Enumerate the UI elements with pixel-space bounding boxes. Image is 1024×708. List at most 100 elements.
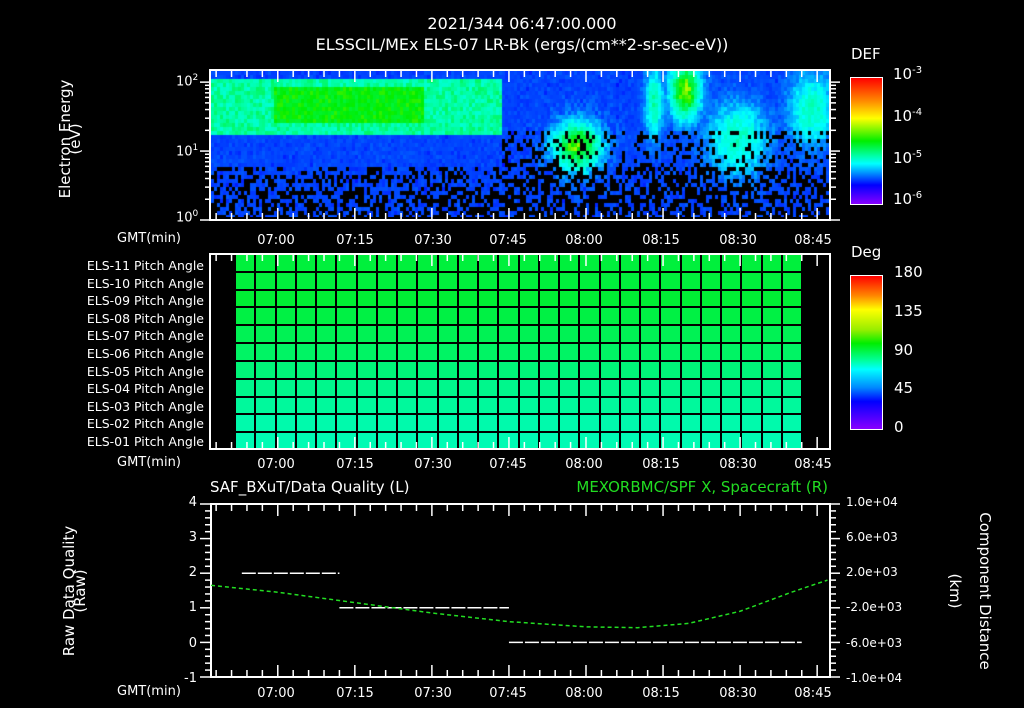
pitch-cell	[276, 433, 295, 449]
pitch-cell	[661, 255, 680, 271]
pitch-cell	[762, 255, 781, 271]
pitch-cell	[499, 415, 518, 432]
pitch-cell	[398, 272, 417, 289]
pitch-cell	[580, 415, 599, 432]
pitch-cell	[357, 397, 376, 414]
pitch-cell	[782, 344, 801, 360]
def-tick: 10-6	[893, 190, 923, 208]
pitch-cell	[782, 272, 801, 289]
deg-tick: 180	[894, 263, 923, 281]
pitch-cell	[701, 397, 720, 414]
pitch-cell	[681, 326, 700, 343]
pitch-cell	[499, 308, 518, 325]
pitch-cell	[337, 397, 356, 414]
xtick-label: 08:00	[565, 233, 603, 248]
pitch-cell	[701, 433, 720, 449]
pitch-cell	[236, 326, 255, 343]
pitch-cell	[438, 255, 457, 271]
pitch-cell	[580, 290, 599, 307]
pitch-cell	[458, 397, 477, 414]
pitch-cell	[418, 326, 437, 343]
pitch-cell	[418, 397, 437, 414]
pitch-cell	[701, 326, 720, 343]
pitch-cell	[701, 379, 720, 396]
pitch-cell	[742, 361, 761, 378]
pitch-cell	[681, 433, 700, 449]
pitch-cell	[256, 255, 275, 271]
pitch-cell	[742, 415, 761, 432]
pitch-cell	[782, 433, 801, 449]
pitch-cell	[236, 272, 255, 289]
pitch-cell	[661, 415, 680, 432]
pitch-cell	[236, 290, 255, 307]
pitch-cell	[337, 433, 356, 449]
pitch-cell	[276, 361, 295, 378]
pitch-cell	[479, 272, 498, 289]
energy-spectrogram-canvas	[211, 71, 829, 217]
pitch-cell	[641, 255, 660, 271]
pitch-cell	[560, 255, 579, 271]
pitch-cell	[377, 290, 396, 307]
pitch-cell	[398, 255, 417, 271]
pitch-cell	[317, 290, 336, 307]
pitch-cell	[337, 379, 356, 396]
pitch-cell	[519, 290, 538, 307]
quality-ylabel-right: Component Distance	[976, 512, 994, 670]
ytick-left: -1	[184, 671, 197, 686]
pitch-cell	[600, 397, 619, 414]
pitch-cell	[458, 415, 477, 432]
pitch-cell	[641, 344, 660, 360]
pitch-cell	[418, 290, 437, 307]
ytick-left: 3	[188, 530, 197, 545]
pitch-cell	[377, 361, 396, 378]
xtick-label: 07:15	[336, 686, 374, 701]
pitch-cell	[357, 379, 376, 396]
pitch-cell	[722, 361, 741, 378]
pitch-cell	[681, 361, 700, 378]
pitch-cell	[236, 379, 255, 396]
energy-xlabel: GMT(min)	[117, 231, 181, 246]
pitch-axis-ticks	[215, 254, 818, 449]
pitch-cell	[479, 308, 498, 325]
ytick-right: 1.0e+04	[846, 495, 898, 509]
pitch-cell	[641, 290, 660, 307]
pitch-cell	[681, 379, 700, 396]
pitch-cell	[398, 290, 417, 307]
pitch-cell	[641, 272, 660, 289]
pitch-cell	[742, 379, 761, 396]
pitch-cell	[438, 415, 457, 432]
pitch-cell	[236, 361, 255, 378]
pitch-row-label: ELS-06 Pitch Angle	[86, 346, 204, 361]
pitch-cell	[519, 397, 538, 414]
pitch-cell	[296, 272, 315, 289]
pitch-cell	[276, 290, 295, 307]
pitch-row-label: ELS-04 Pitch Angle	[86, 381, 204, 397]
pitch-cell	[276, 415, 295, 432]
pitch-cell	[722, 433, 741, 449]
pitch-cell	[499, 379, 518, 396]
xtick-label: 08:15	[642, 457, 680, 472]
pitch-cell	[296, 255, 315, 271]
pitch-cell	[681, 255, 700, 271]
pitch-cell	[701, 415, 720, 432]
pitch-cell	[458, 361, 477, 378]
quality-yunit-right: (km)	[946, 573, 964, 609]
def-tick: 10-4	[893, 107, 923, 125]
pitch-cell	[438, 379, 457, 396]
pitch-cell	[782, 255, 801, 271]
ytick-left: 1	[188, 600, 197, 615]
pitch-cell	[762, 433, 781, 449]
xtick-label: 08:45	[794, 686, 832, 701]
deg-colorbar	[850, 275, 883, 430]
pitch-cell	[377, 255, 396, 271]
pitch-cell	[479, 290, 498, 307]
pitch-cell	[641, 379, 660, 396]
pitch-cell	[499, 344, 518, 360]
pitch-cell	[722, 255, 741, 271]
pitch-cell	[276, 308, 295, 325]
xtick-label: 07:45	[489, 686, 527, 701]
pitch-cell	[661, 344, 680, 360]
pitch-cell	[499, 397, 518, 414]
pitch-cell	[479, 397, 498, 414]
energy-yunit: (eV)	[66, 123, 84, 155]
